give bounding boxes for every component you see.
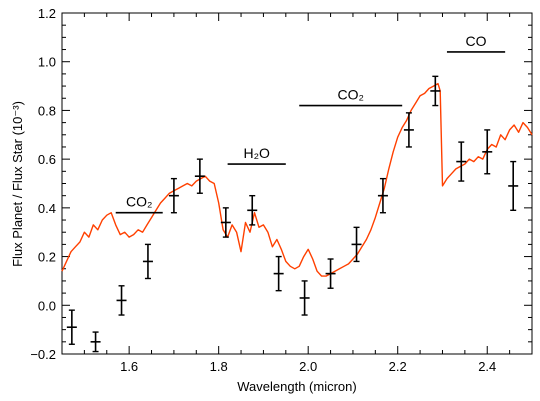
data-point [508,160,519,211]
annotation: CO₂ [299,87,403,107]
y-tick-label: 0.6 [38,152,56,167]
y-tick-label: 0.2 [38,250,56,265]
data-point [142,243,153,280]
data-points [66,75,519,353]
data-point [168,177,179,214]
y-tick-label: 1.2 [38,6,56,21]
model-spectrum [61,82,533,277]
plot-frame [61,12,533,355]
annotation: H₂O [227,145,286,165]
y-axis-label: Flux Planet / Flux Star (10⁻³) [10,101,25,267]
axis-ticks: 1.6 1.8 2.0 2.2 2.4 −0.2 0.0 0.2 0.4 0.6 0.8 1.0 1.2 [30,6,533,374]
y-tick-label: 0.8 [38,103,56,118]
data-point [247,194,258,226]
x-axis-label: Wavelength (micron) [237,379,356,394]
data-point [220,207,231,238]
y-tick-label: 0.4 [38,201,56,216]
y-tick-label: 0.0 [38,298,56,313]
annotation-label: CO₂ [337,87,363,103]
annotation: CO₂ [115,194,163,214]
x-tick-label: 1.8 [210,359,228,374]
annotation-label: CO₂ [126,194,152,210]
x-tick-label: 2.0 [299,359,317,374]
data-point [194,158,205,194]
data-point [430,75,441,107]
data-point [351,226,362,263]
data-point [66,309,77,345]
data-point [482,129,493,175]
data-point [116,285,127,316]
annotation-label: H₂O [243,145,270,161]
data-point [377,177,388,214]
molecule-annotations: CO₂ H₂O CO₂ CO [115,33,506,214]
data-point [299,280,310,316]
data-point [273,255,284,292]
model-line [61,82,533,277]
data-point [456,141,467,182]
y-tick-label: 1.0 [38,55,56,70]
data-point [90,331,101,353]
annotation-label: CO [466,33,487,49]
data-point [325,258,336,289]
x-tick-label: 1.6 [120,359,138,374]
y-tick-label: −0.2 [30,347,56,362]
data-point [403,112,414,148]
x-tick-label: 2.4 [478,359,496,374]
x-tick-label: 2.2 [389,359,407,374]
annotation: CO [446,33,506,53]
